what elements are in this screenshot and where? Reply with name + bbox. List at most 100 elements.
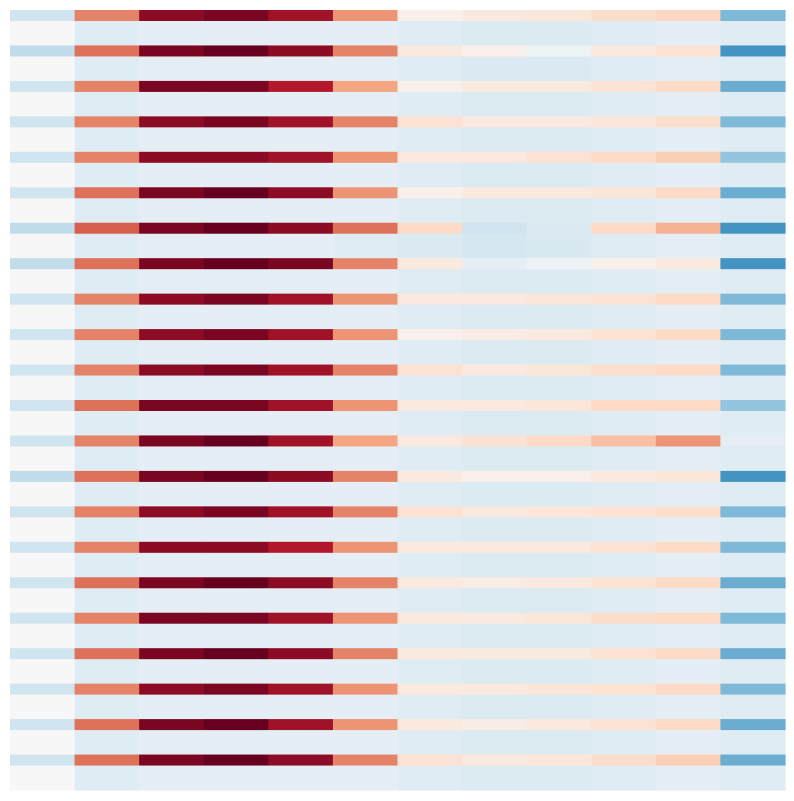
heatmap-cell [655,80,722,93]
heatmap-cell [74,541,140,554]
heatmap-cell [268,340,334,366]
heatmap-cell [268,588,334,614]
heatmap-cell [203,552,269,578]
heatmap-cell [10,293,76,306]
heatmap-cell [720,435,786,448]
heatmap-cell [655,435,722,448]
heatmap-cell [10,470,76,483]
heatmap-cell [462,187,528,199]
heatmap-cell [655,481,722,507]
heatmap-cell [462,21,528,47]
heatmap-cell [139,151,205,164]
heatmap-cell [526,470,592,483]
heatmap-cell [591,21,657,47]
heatmap-cell [139,233,205,259]
heatmap-cell [397,552,463,578]
heatmap-cell [268,45,334,58]
heatmap-cell [462,400,528,412]
heatmap-cell [591,329,657,341]
heatmap-cell [268,151,334,164]
heatmap-cell [268,80,334,93]
heatmap-cell [720,400,786,412]
heatmap-cell [10,683,76,696]
heatmap-cell [74,446,140,472]
heatmap-cell [591,269,657,295]
heatmap-cell [10,648,76,660]
heatmap-cell [462,588,528,614]
heatmap-cell [10,552,76,578]
heatmap-cell [462,694,528,720]
heatmap-cell [332,719,399,731]
heatmap-cell [332,481,399,507]
heatmap-cell [655,21,722,47]
heatmap-cell [139,446,205,472]
heatmap-cell [203,659,269,685]
heatmap-cell [462,754,528,767]
heatmap-cell [462,269,528,295]
heatmap-cell [74,222,140,235]
heatmap-cell [526,258,592,270]
heatmap-cell [655,400,722,412]
heatmap-cell [203,10,269,22]
heatmap-cell [720,541,786,554]
heatmap-cell [332,187,399,199]
heatmap-cell [332,233,399,259]
heatmap-cell [139,552,205,578]
heatmap-cell [139,10,205,22]
heatmap-cell [526,56,592,82]
heatmap-cell [526,198,592,224]
heatmap-cell [268,577,334,589]
heatmap-cell [332,375,399,401]
heatmap-cell [397,340,463,366]
heatmap-cell [332,222,399,235]
heatmap-cell [74,304,140,330]
heatmap-cell [526,446,592,472]
heatmap-cell [397,258,463,270]
heatmap-cell [332,754,399,767]
heatmap-cell [268,364,334,377]
heatmap-cell [74,21,140,47]
heatmap-cell [203,21,269,47]
heatmap-cell [74,648,140,660]
heatmap-cell [591,435,657,448]
heatmap-cell [720,187,786,199]
heatmap-cell [462,552,528,578]
heatmap-cell [462,612,528,625]
heatmap-cell [10,340,76,366]
heatmap-cell [591,470,657,483]
heatmap-cell [655,623,722,649]
heatmap-cell [720,648,786,660]
heatmap-cell [10,612,76,625]
heatmap-cell [462,730,528,756]
heatmap-cell [332,411,399,437]
heatmap-cell [332,588,399,614]
heatmap-cell [203,577,269,589]
heatmap-cell [720,56,786,82]
heatmap-cell [397,765,463,791]
heatmap-cell [526,541,592,554]
heatmap-cell [591,623,657,649]
heatmap-cell [203,765,269,791]
heatmap-cell [526,588,592,614]
heatmap-cell [268,411,334,437]
heatmap-cell [591,340,657,366]
heatmap-cell [74,623,140,649]
heatmap-cell [74,506,140,518]
heatmap-cell [591,400,657,412]
heatmap-cell [655,222,722,235]
heatmap-cell [720,623,786,649]
heatmap-cell [332,400,399,412]
heatmap-cell [203,411,269,437]
heatmap-cell [655,765,722,791]
heatmap-cell [139,541,205,554]
heatmap-cell [720,198,786,224]
heatmap-cell [74,719,140,731]
heatmap-cell [526,91,592,117]
heatmap-cell [332,304,399,330]
heatmap-cell [462,91,528,117]
heatmap-cell [139,258,205,270]
heatmap-cell [526,222,592,235]
heatmap-cell [591,517,657,543]
heatmap-cell [268,481,334,507]
heatmap-cell [139,340,205,366]
